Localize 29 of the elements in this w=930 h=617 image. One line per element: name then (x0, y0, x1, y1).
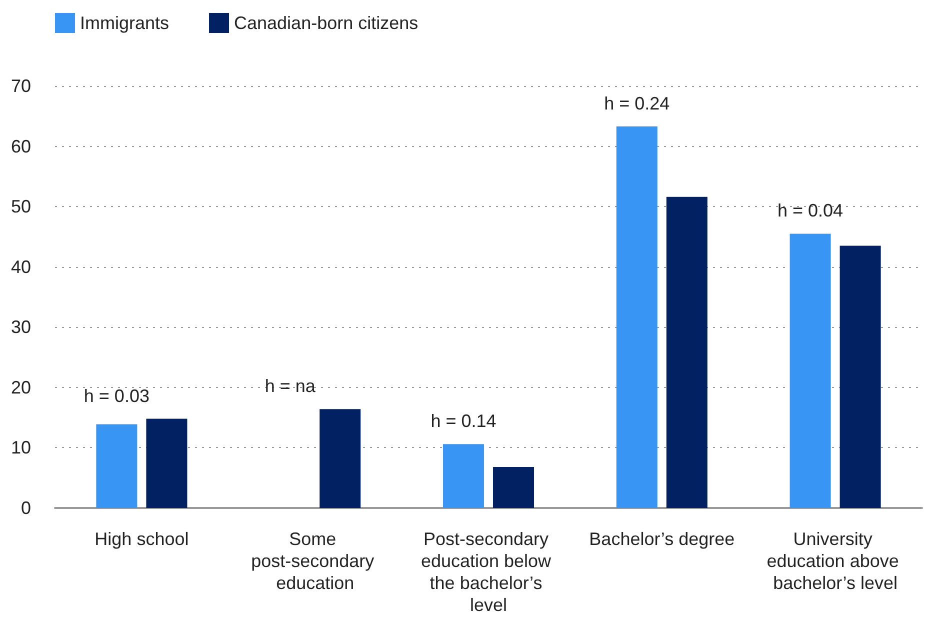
bar (790, 234, 831, 508)
annotation: h = 0.24 (604, 93, 670, 114)
bar (493, 467, 534, 508)
annotation: h = na (264, 376, 316, 396)
y-tick-label: 50 (10, 196, 31, 217)
x-tick-label: Post-secondary education below the bachelor’s level (420, 529, 556, 615)
x-tick-label: Bachelor’s degree (589, 529, 735, 549)
y-tick-label: 20 (10, 377, 31, 398)
annotation: h = 0.14 (430, 411, 496, 432)
bar (146, 418, 188, 508)
bar (840, 246, 881, 508)
annotation: h = 0.03 (84, 386, 150, 406)
y-tick-label: 70 (10, 76, 31, 96)
bar (666, 196, 708, 508)
annotation: h = 0.04 (778, 200, 844, 221)
legend-label: Immigrants (80, 13, 170, 33)
y-tick-label: 60 (10, 136, 31, 156)
bar (320, 409, 361, 508)
x-tick-label: Some post-secondary education (251, 529, 380, 593)
y-tick-label: 10 (10, 438, 31, 458)
bar (616, 126, 658, 508)
y-tick-label: 30 (10, 317, 31, 338)
y-tick-label: 0 (20, 498, 31, 518)
legend-label: Canadian-born citizens (234, 13, 418, 33)
bar (96, 424, 138, 508)
y-tick-label: 40 (10, 256, 31, 277)
x-tick-label: High school (94, 529, 189, 549)
x-tick-label: University education above bachelor’s level (766, 529, 904, 593)
bar (442, 444, 484, 508)
